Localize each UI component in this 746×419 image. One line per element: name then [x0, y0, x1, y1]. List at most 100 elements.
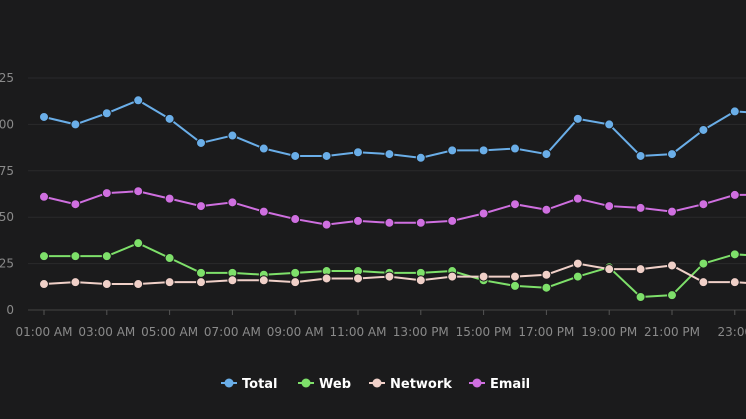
- data-point[interactable]: [729, 277, 740, 288]
- data-point[interactable]: [133, 238, 144, 249]
- data-point[interactable]: [478, 271, 489, 282]
- data-point[interactable]: [415, 275, 426, 286]
- data-point[interactable]: [321, 150, 332, 161]
- data-point[interactable]: [321, 273, 332, 284]
- data-point[interactable]: [353, 215, 363, 226]
- series-total: [39, 95, 746, 163]
- data-point[interactable]: [196, 267, 206, 278]
- data-point[interactable]: [572, 271, 583, 282]
- data-point[interactable]: [447, 145, 458, 156]
- data-point[interactable]: [447, 215, 458, 226]
- data-point[interactable]: [541, 282, 552, 293]
- x-tick-label: 05:00 AM: [141, 325, 198, 339]
- data-point[interactable]: [70, 251, 81, 262]
- data-point[interactable]: [39, 251, 49, 262]
- data-point[interactable]: [541, 269, 552, 280]
- data-point[interactable]: [667, 290, 677, 301]
- data-point[interactable]: [39, 191, 49, 202]
- data-point[interactable]: [698, 277, 709, 288]
- data-point[interactable]: [415, 217, 426, 228]
- data-point[interactable]: [729, 249, 740, 260]
- data-point[interactable]: [604, 201, 615, 212]
- data-point[interactable]: [321, 219, 332, 230]
- data-point[interactable]: [541, 204, 552, 215]
- legend-item-network[interactable]: Network: [369, 377, 452, 392]
- legend-item-email[interactable]: Email: [469, 377, 530, 392]
- legend-item-total[interactable]: Total: [221, 377, 278, 392]
- data-point[interactable]: [101, 279, 112, 290]
- data-point[interactable]: [133, 95, 144, 106]
- data-point[interactable]: [70, 277, 81, 288]
- data-point[interactable]: [478, 145, 489, 156]
- data-point[interactable]: [478, 208, 489, 219]
- data-point[interactable]: [541, 149, 552, 160]
- data-point[interactable]: [164, 277, 175, 288]
- data-point[interactable]: [164, 253, 175, 264]
- data-point[interactable]: [353, 147, 363, 158]
- data-point[interactable]: [290, 267, 301, 278]
- data-point[interactable]: [510, 199, 520, 210]
- data-point[interactable]: [635, 292, 646, 303]
- data-point[interactable]: [635, 264, 646, 275]
- x-tick-label: 09:00 AM: [267, 325, 324, 339]
- data-point[interactable]: [384, 149, 395, 160]
- legend[interactable]: Total Web Network Email: [221, 377, 530, 392]
- data-point[interactable]: [196, 277, 206, 288]
- data-point[interactable]: [604, 264, 615, 275]
- data-point[interactable]: [101, 251, 112, 262]
- data-point[interactable]: [353, 273, 363, 284]
- data-point[interactable]: [572, 113, 583, 124]
- legend-label: Total: [242, 377, 278, 392]
- data-point[interactable]: [290, 214, 301, 225]
- data-point[interactable]: [227, 130, 238, 141]
- data-point[interactable]: [667, 206, 677, 217]
- data-point[interactable]: [258, 143, 269, 154]
- data-point[interactable]: [196, 201, 206, 212]
- data-point[interactable]: [101, 108, 112, 119]
- data-point[interactable]: [133, 186, 144, 197]
- data-point[interactable]: [572, 193, 583, 204]
- data-point[interactable]: [133, 279, 144, 290]
- data-point[interactable]: [39, 111, 49, 122]
- y-tick-label: 0: [6, 303, 14, 317]
- data-point[interactable]: [729, 106, 740, 117]
- series-network: [39, 258, 746, 290]
- series-layer: [39, 95, 746, 303]
- data-point[interactable]: [510, 271, 520, 282]
- data-point[interactable]: [384, 217, 395, 228]
- data-point[interactable]: [415, 152, 426, 163]
- y-tick-label: 75: [0, 164, 14, 178]
- legend-item-web[interactable]: Web: [298, 377, 351, 392]
- x-tick-label: 15:00 PM: [456, 325, 512, 339]
- data-point[interactable]: [447, 271, 458, 282]
- data-point[interactable]: [101, 188, 112, 199]
- data-point[interactable]: [510, 143, 520, 154]
- data-point[interactable]: [510, 280, 520, 291]
- data-point[interactable]: [290, 150, 301, 161]
- data-point[interactable]: [635, 150, 646, 161]
- data-point[interactable]: [227, 275, 238, 286]
- data-point[interactable]: [572, 258, 583, 269]
- data-point[interactable]: [667, 260, 677, 271]
- data-point[interactable]: [729, 189, 740, 200]
- data-point[interactable]: [258, 275, 269, 286]
- data-point[interactable]: [384, 271, 395, 282]
- x-axis: 01:00 AM 03:00 AM 05:00 AM 07:00 AM 09:00 AM…: [16, 309, 746, 339]
- data-point[interactable]: [698, 124, 709, 135]
- data-point[interactable]: [258, 206, 269, 217]
- data-point[interactable]: [70, 119, 81, 130]
- data-point[interactable]: [290, 277, 301, 288]
- data-point[interactable]: [667, 149, 677, 160]
- data-point[interactable]: [227, 197, 238, 208]
- data-point[interactable]: [604, 119, 615, 130]
- data-point[interactable]: [635, 202, 646, 213]
- x-tick-label: 21:00 PM: [644, 325, 700, 339]
- data-point[interactable]: [70, 199, 81, 210]
- data-point[interactable]: [164, 193, 175, 204]
- data-point[interactable]: [164, 113, 175, 124]
- y-tick-label: 25: [0, 257, 14, 271]
- data-point[interactable]: [196, 137, 206, 148]
- data-point[interactable]: [698, 199, 709, 210]
- data-point[interactable]: [39, 279, 49, 290]
- data-point[interactable]: [698, 258, 709, 269]
